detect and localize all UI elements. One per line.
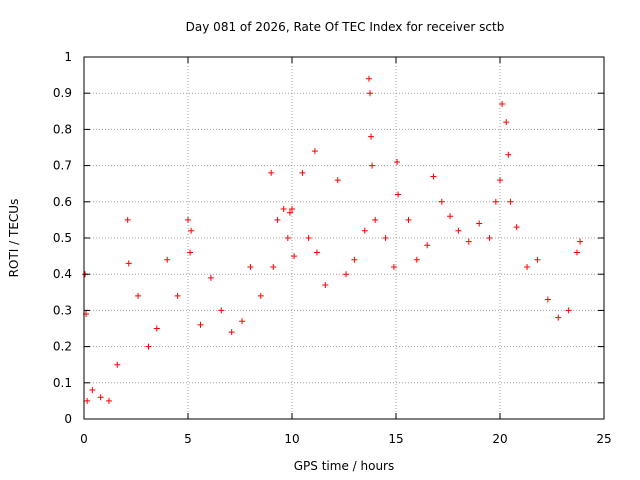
data-point	[565, 307, 572, 314]
y-tick-label: 0.8	[53, 122, 72, 136]
data-point	[447, 213, 454, 220]
y-tick-label: 0.4	[53, 267, 72, 281]
data-point	[268, 169, 275, 176]
data-point	[174, 292, 181, 299]
data-point	[289, 206, 295, 213]
data-point	[524, 263, 531, 270]
data-point	[476, 220, 483, 227]
data-point	[365, 75, 372, 82]
data-point	[334, 177, 341, 184]
data-point	[395, 191, 402, 198]
data-point	[438, 198, 445, 205]
data-point	[239, 318, 246, 325]
data-point	[544, 296, 551, 303]
data-point	[164, 256, 171, 263]
data-point	[124, 216, 131, 223]
data-point	[185, 216, 191, 223]
data-point	[413, 256, 420, 263]
data-point	[405, 216, 412, 223]
data-point	[322, 282, 329, 289]
data-point	[486, 235, 493, 241]
data-point	[274, 216, 281, 223]
data-point	[367, 90, 373, 97]
x-tick-label: 5	[184, 432, 192, 446]
data-point	[97, 394, 104, 401]
y-axis-label: ROTI / TECUs	[7, 199, 21, 278]
data-point	[390, 263, 397, 270]
x-tick-label: 10	[284, 432, 299, 446]
data-point	[247, 263, 254, 270]
data-point	[369, 162, 376, 169]
data-point	[497, 177, 503, 184]
x-tick-label: 0	[80, 432, 88, 446]
scatter-points	[82, 75, 584, 404]
data-point	[424, 242, 431, 249]
y-tick-label: 0.2	[53, 340, 72, 354]
y-tick-label: 0.5	[53, 231, 72, 245]
data-point	[218, 307, 225, 314]
data-point	[313, 249, 320, 256]
data-point	[153, 325, 160, 332]
data-point	[368, 133, 375, 140]
data-point	[394, 158, 401, 165]
data-point	[207, 274, 214, 281]
y-tick-label: 1	[64, 50, 72, 64]
data-point	[430, 173, 437, 180]
y-tick-label: 0.1	[53, 376, 72, 390]
data-point	[505, 151, 512, 158]
data-point	[228, 329, 235, 336]
data-point	[555, 314, 562, 321]
data-point	[187, 249, 194, 256]
data-point	[257, 292, 264, 299]
data-point	[291, 253, 298, 260]
data-point	[382, 235, 389, 241]
data-point	[286, 209, 293, 216]
y-tick-label: 0	[64, 412, 72, 426]
data-point	[492, 198, 499, 205]
data-point	[577, 238, 584, 245]
data-point	[270, 263, 277, 270]
y-tick-label: 0.6	[53, 195, 72, 209]
x-tick-label: 20	[492, 432, 507, 446]
data-point	[135, 292, 142, 299]
data-point	[305, 235, 312, 241]
data-point	[534, 256, 541, 263]
data-point	[114, 361, 121, 368]
data-point	[145, 343, 152, 350]
data-point	[197, 321, 204, 328]
data-point	[573, 249, 580, 256]
data-point	[507, 198, 514, 205]
data-point	[503, 119, 510, 126]
x-axis-label: GPS time / hours	[294, 459, 395, 473]
data-point	[188, 227, 195, 234]
x-tick-label: 25	[596, 432, 611, 446]
y-tick-label: 0.3	[53, 303, 72, 317]
data-point	[513, 224, 520, 231]
data-point	[499, 101, 506, 108]
data-point	[465, 238, 472, 245]
data-point	[299, 169, 306, 176]
grid	[84, 57, 604, 419]
y-tick-label: 0.7	[53, 159, 72, 173]
data-point	[125, 260, 132, 267]
data-point	[343, 271, 350, 278]
axis-ticks: 00.10.20.30.40.50.60.70.80.910 5 10 15 20 25	[53, 50, 612, 446]
data-point	[84, 397, 91, 404]
data-point	[284, 235, 291, 241]
y-tick-label: 0.9	[53, 86, 72, 100]
data-point	[361, 227, 368, 234]
data-point	[89, 387, 96, 394]
data-point	[455, 227, 462, 234]
data-point	[351, 256, 358, 263]
data-point	[311, 148, 318, 155]
x-tick-label: 15	[388, 432, 403, 446]
chart-title: Day 081 of 2026, Rate Of TEC Index for r…	[186, 20, 505, 34]
data-point	[372, 216, 379, 223]
data-point	[280, 206, 287, 213]
data-point	[105, 397, 112, 404]
